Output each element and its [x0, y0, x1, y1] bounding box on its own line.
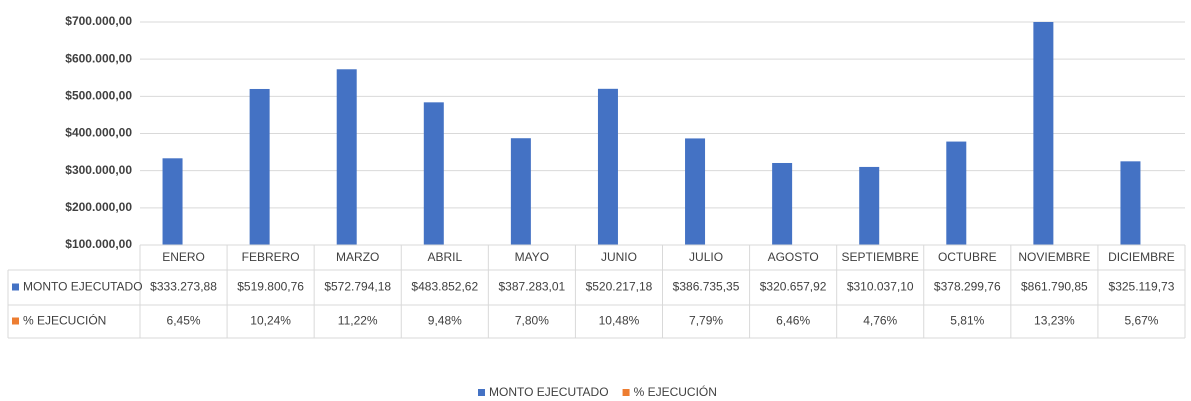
bar — [685, 138, 706, 245]
data-label: 7,80% — [515, 314, 549, 328]
data-label: 11,22% — [338, 314, 378, 328]
bar — [859, 166, 880, 245]
data-label: 6,46% — [776, 314, 810, 328]
legend-key — [478, 389, 485, 396]
y-tick-label: $300.000,00 — [65, 163, 132, 177]
y-tick-label: $400.000,00 — [65, 126, 132, 140]
data-label: 7,79% — [689, 314, 723, 328]
data-label: 13,23% — [1034, 314, 1075, 328]
bar — [249, 88, 270, 245]
category-label: OCTUBRE — [938, 250, 997, 264]
data-label: 6,45% — [167, 314, 201, 328]
data-label: $325.119,73 — [1109, 280, 1175, 294]
data-label: $387.283,01 — [499, 280, 566, 294]
data-label: 10,48% — [599, 314, 640, 328]
category-label: SEPTIEMBRE — [842, 250, 919, 264]
category-label: FEBRERO — [242, 250, 300, 264]
bar — [1033, 22, 1054, 245]
bar — [336, 69, 357, 245]
legend-key — [622, 389, 630, 396]
y-tick-label: $100.000,00 — [65, 237, 132, 251]
bar — [946, 141, 967, 245]
category-label: JULIO — [689, 250, 723, 264]
plot-area — [162, 22, 1141, 245]
y-tick-label: $700.000,00 — [65, 14, 132, 28]
category-label: AGOSTO — [768, 250, 819, 264]
legend-label: % EJECUCIÓN — [634, 384, 717, 399]
data-label: $520.217,18 — [586, 280, 653, 294]
y-tick-label: $500.000,00 — [65, 89, 132, 103]
data-label: 9,48% — [428, 314, 462, 328]
bar — [772, 162, 793, 245]
series-label: MONTO EJECUTADO — [23, 280, 143, 294]
category-label: MAYO — [515, 250, 549, 264]
data-label: 10,24% — [250, 314, 291, 328]
data-label: $483.852,62 — [411, 280, 478, 294]
bar — [1120, 161, 1141, 245]
legend-label: MONTO EJECUTADO — [489, 385, 609, 399]
data-label: $861.790,85 — [1021, 280, 1088, 294]
category-label: JUNIO — [601, 250, 637, 264]
data-label: $386.735,35 — [673, 280, 740, 294]
data-label: 5,81% — [950, 314, 984, 328]
data-label: 5,67% — [1124, 314, 1158, 328]
data-label: $519.800,76 — [237, 280, 304, 294]
category-label: NOVIEMBRE — [1018, 250, 1090, 264]
bar — [510, 138, 531, 245]
category-label: ABRIL — [427, 250, 462, 264]
category-label: MARZO — [336, 250, 379, 264]
legend-key — [12, 317, 19, 325]
data-label: 4,76% — [863, 314, 897, 328]
bar — [597, 88, 618, 245]
data-label: $572.794,18 — [324, 280, 391, 294]
bar — [162, 158, 183, 245]
y-tick-label: $200.000,00 — [65, 200, 132, 214]
data-label: $320.657,92 — [760, 280, 827, 294]
category-label: ENERO — [162, 250, 205, 264]
bar — [423, 102, 444, 245]
category-label: DICIEMBRE — [1108, 250, 1175, 264]
y-tick-label: $600.000,00 — [65, 51, 132, 65]
data-label: $310.037,10 — [847, 280, 914, 294]
data-label: $378.299,76 — [934, 280, 1001, 294]
legend-key — [12, 283, 19, 291]
data-label: $333.273,88 — [150, 280, 217, 294]
series-label: % EJECUCIÓN — [23, 313, 106, 328]
